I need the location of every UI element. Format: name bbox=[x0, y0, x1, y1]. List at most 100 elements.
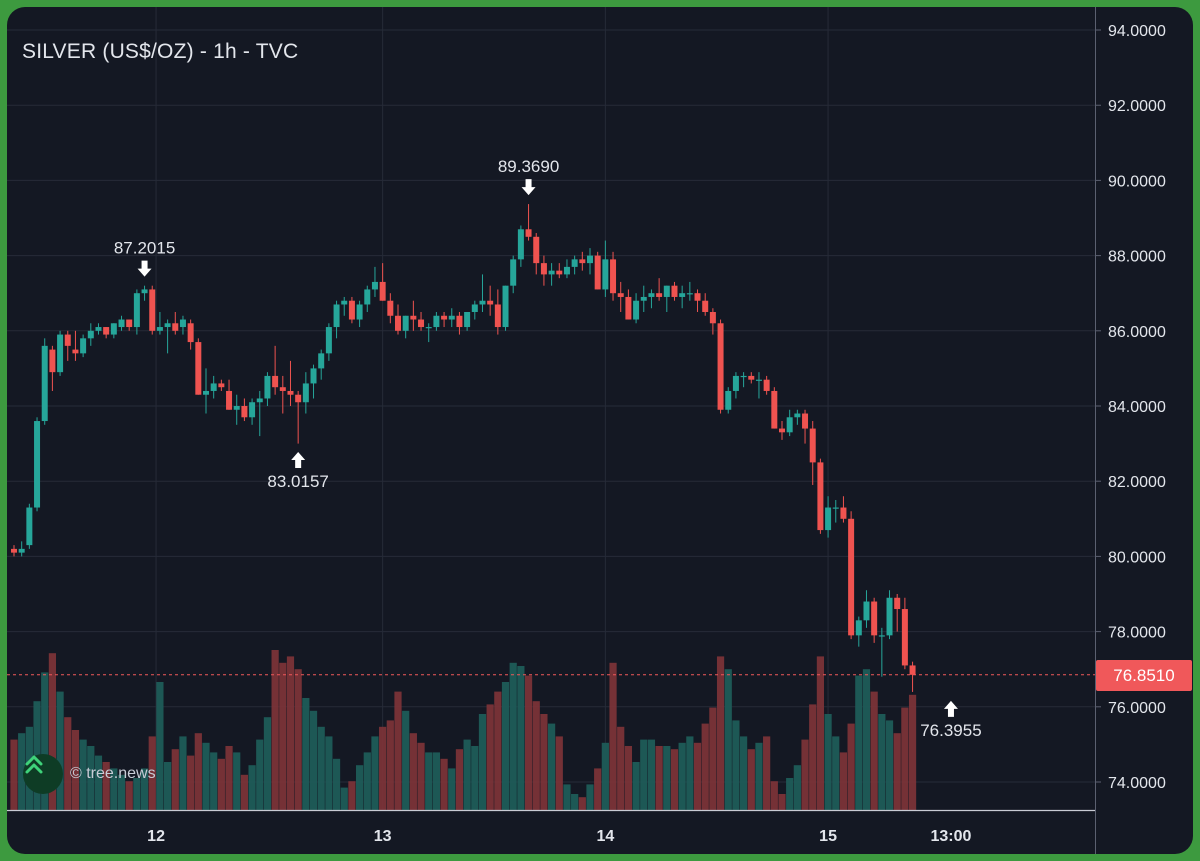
volume-bar bbox=[778, 794, 786, 810]
candle-body bbox=[725, 390, 732, 410]
candle-body bbox=[279, 387, 286, 391]
candle-body bbox=[241, 406, 248, 418]
high-annotation-label: 89.3690 bbox=[498, 157, 559, 176]
candle-body bbox=[57, 334, 64, 373]
volume-bar bbox=[18, 733, 26, 810]
candle-body bbox=[840, 507, 847, 519]
volume-bar bbox=[617, 726, 625, 810]
candle-body bbox=[11, 548, 17, 553]
candle-body bbox=[149, 289, 156, 331]
candle-body bbox=[302, 383, 309, 403]
volume-bar bbox=[64, 717, 72, 810]
candle-body bbox=[548, 270, 555, 275]
volume-bar bbox=[755, 742, 763, 810]
volume-bar bbox=[716, 656, 725, 810]
volume-bar bbox=[217, 758, 225, 810]
candle-body bbox=[249, 402, 256, 418]
candle-body bbox=[755, 379, 762, 381]
candle-body bbox=[794, 413, 801, 418]
candle-body bbox=[871, 601, 878, 636]
volume-bar bbox=[640, 739, 648, 810]
volume-bar bbox=[348, 781, 356, 810]
candle-body bbox=[133, 293, 140, 328]
candle-body bbox=[203, 390, 209, 395]
candle-body bbox=[633, 300, 640, 320]
volume-bar bbox=[102, 762, 110, 810]
low-annotation-label: 76.3955 bbox=[920, 721, 981, 740]
volume-bar bbox=[309, 710, 318, 810]
candle-body bbox=[395, 315, 401, 331]
up-arrow-icon bbox=[943, 700, 958, 717]
candle-body bbox=[817, 462, 824, 531]
candle-body bbox=[901, 609, 908, 666]
y-tick-label: 82.0000 bbox=[1108, 474, 1166, 491]
volume-bar bbox=[732, 720, 740, 810]
candle-body bbox=[640, 296, 647, 301]
volume-bar bbox=[517, 666, 525, 810]
volume-bar bbox=[701, 723, 709, 810]
candle-body bbox=[502, 285, 509, 328]
candle-body bbox=[348, 300, 355, 320]
candle-body bbox=[471, 304, 478, 312]
candle-body bbox=[95, 327, 102, 331]
volume-bar bbox=[41, 672, 49, 810]
candle-body bbox=[663, 285, 670, 297]
candle-body bbox=[371, 281, 378, 290]
y-tick-label: 86.0000 bbox=[1108, 324, 1166, 341]
volume-bar bbox=[363, 752, 371, 810]
volume-bar bbox=[79, 739, 87, 810]
volume-bar bbox=[179, 736, 187, 810]
candle-body bbox=[433, 315, 440, 328]
volume-bar bbox=[624, 746, 632, 810]
candle-body bbox=[103, 327, 110, 335]
candle-body bbox=[87, 330, 94, 339]
candle-body bbox=[172, 323, 179, 331]
candle-body bbox=[679, 293, 686, 297]
candle-body bbox=[418, 319, 425, 328]
volume-bar bbox=[571, 794, 579, 810]
volume-bar bbox=[501, 682, 510, 810]
candle-body bbox=[210, 383, 217, 391]
volume-bar bbox=[578, 797, 586, 810]
candle-body bbox=[118, 319, 125, 328]
volume-bar bbox=[486, 704, 494, 810]
candle-body bbox=[464, 312, 471, 328]
candle-body bbox=[825, 507, 832, 531]
volume-bar bbox=[332, 758, 341, 810]
low-annotation-label: 83.0157 bbox=[267, 472, 328, 491]
volume-bar bbox=[156, 682, 164, 810]
volume-bar bbox=[340, 787, 348, 810]
candle-body bbox=[740, 375, 747, 378]
x-tick-label: 13 bbox=[374, 828, 392, 845]
volume-bar bbox=[94, 755, 103, 810]
candle-body bbox=[909, 665, 916, 675]
candle-body bbox=[226, 390, 233, 410]
candle-body bbox=[80, 338, 87, 354]
y-tick-label: 74.0000 bbox=[1108, 775, 1166, 792]
y-tick-label: 92.0000 bbox=[1108, 98, 1166, 115]
candlestick-chart[interactable]: 94.0000 92.0000 90.0000 88.0000 86.0000 84.00… bbox=[7, 7, 1193, 854]
candle-body bbox=[402, 315, 409, 331]
volume-bar bbox=[686, 736, 694, 810]
candle-body bbox=[855, 620, 862, 636]
volume-bar bbox=[286, 656, 295, 810]
volume-bar bbox=[809, 704, 817, 810]
candle-body bbox=[556, 270, 563, 275]
candle-body bbox=[318, 353, 325, 369]
volume-bar bbox=[862, 669, 871, 810]
candle-body bbox=[448, 315, 455, 320]
candle-body bbox=[487, 300, 494, 305]
x-tick-label: 15 bbox=[819, 828, 837, 845]
up-arrow-icon bbox=[291, 452, 306, 469]
volume-bar bbox=[509, 662, 517, 810]
candle-body bbox=[878, 635, 885, 637]
candle-body bbox=[218, 383, 225, 388]
candle-body bbox=[256, 398, 263, 403]
volume-bar bbox=[379, 726, 387, 810]
volume-bar bbox=[302, 698, 310, 810]
volume-bar bbox=[494, 691, 502, 810]
candle-body bbox=[264, 375, 271, 399]
candle-body bbox=[863, 601, 870, 621]
candle-body bbox=[709, 312, 716, 324]
candle-body bbox=[179, 319, 186, 328]
